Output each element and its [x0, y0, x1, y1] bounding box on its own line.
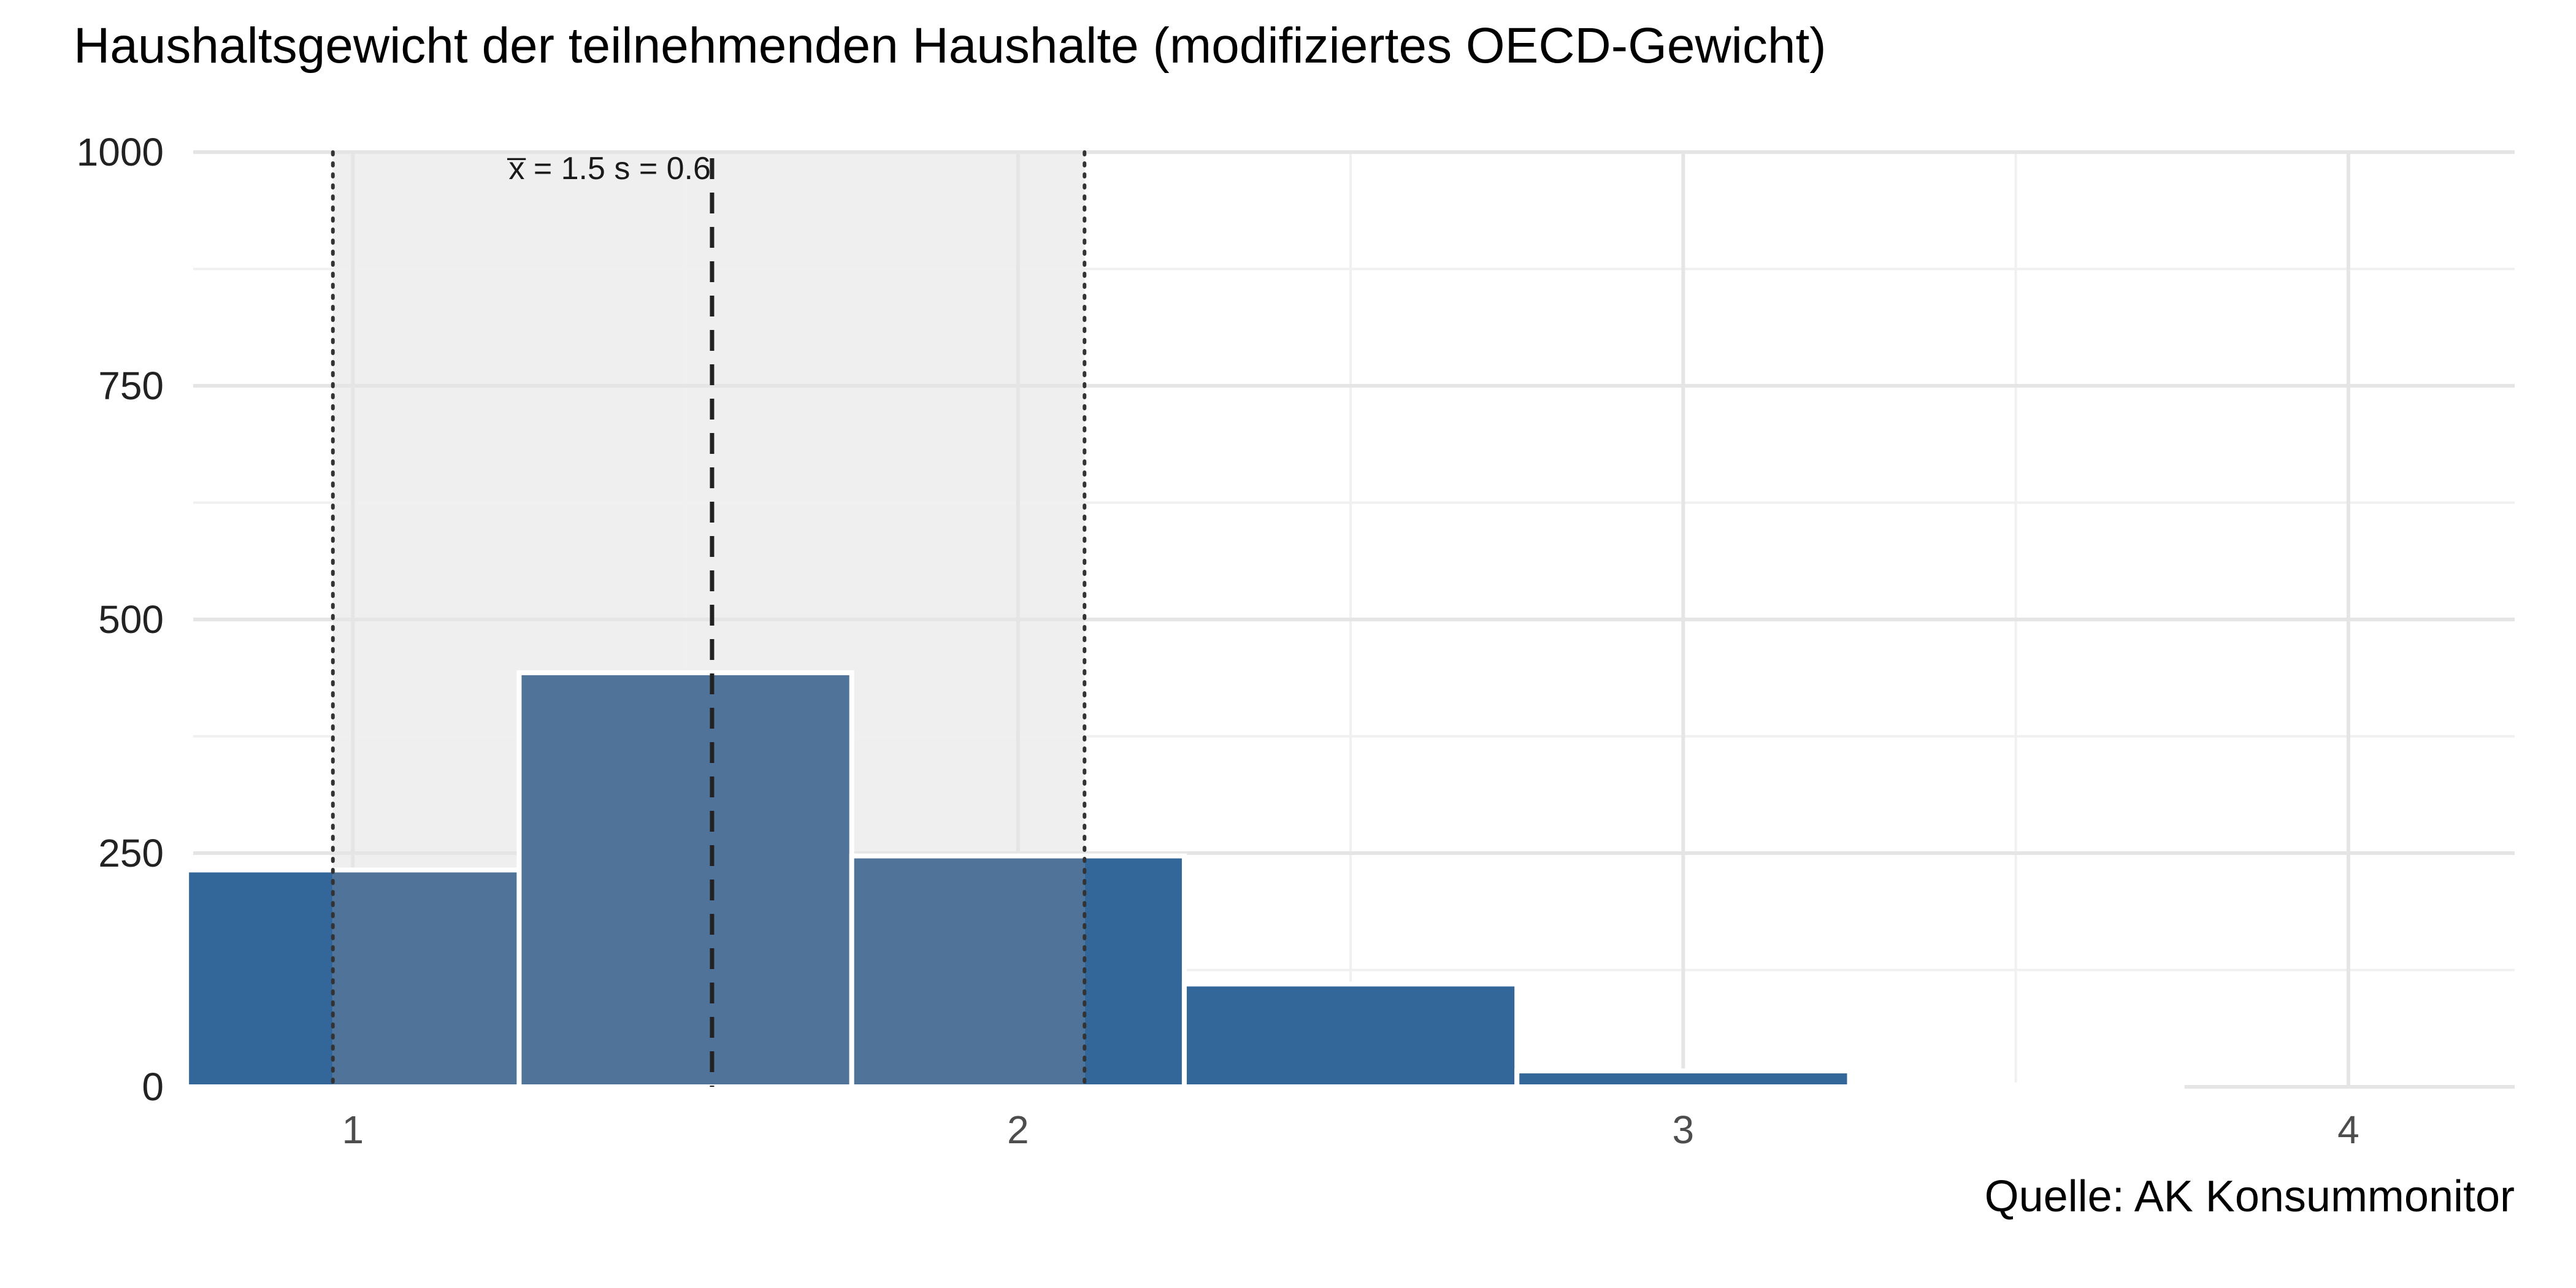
histogram-bar-outline	[1847, 1082, 2185, 1090]
y-tick-label: 1000	[77, 130, 164, 174]
source-caption: Quelle: AK Konsummonitor	[1985, 1172, 2515, 1221]
histogram-bar-fill	[1184, 984, 1517, 1087]
histogram-bar	[1847, 1082, 2185, 1090]
y-tick-label: 500	[98, 597, 164, 642]
x-tick-label: 3	[1673, 1108, 1695, 1152]
x-tick-label: 1	[342, 1108, 364, 1152]
histogram-bar-fill	[1517, 1071, 1850, 1087]
histogram-bar-fill	[851, 856, 1085, 1087]
histogram-bar-fill	[186, 870, 333, 1087]
histogram-bar-fill	[1084, 856, 1184, 1087]
y-tick-label: 750	[98, 364, 164, 408]
histogram-bar-outline	[849, 853, 1187, 1090]
axis-label-layer: 0 250 500 750 1000 1 2 3 4	[77, 130, 2359, 1152]
histogram-bar	[849, 853, 1187, 1090]
histogram-bar	[184, 867, 522, 1089]
histogram-bar	[516, 670, 854, 1090]
stat-annotation: x̅ = 1.5 s = 0.6	[507, 151, 711, 186]
chart-title: Haushaltsgewicht der teilnehmenden Haush…	[74, 18, 1827, 74]
y-tick-label: 250	[98, 831, 164, 875]
reference-line-layer: x̅ = 1.5 s = 0.6	[331, 150, 1087, 1089]
x-tick-label: 4	[2337, 1108, 2359, 1152]
histogram-bar-outline	[1514, 1068, 1852, 1090]
histogram-bar-outline	[1181, 981, 1520, 1089]
bar-layer	[184, 670, 2185, 1090]
histogram-bar	[1181, 981, 1520, 1089]
histogram-bar	[1514, 1068, 1852, 1090]
histogram-bar-fill	[332, 870, 519, 1087]
histogram-bar-fill	[519, 672, 852, 1087]
y-tick-label: 0	[142, 1065, 164, 1109]
x-tick-label: 2	[1007, 1108, 1029, 1152]
